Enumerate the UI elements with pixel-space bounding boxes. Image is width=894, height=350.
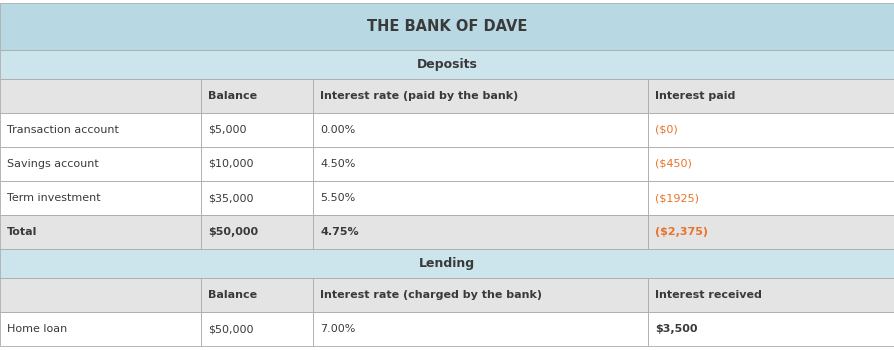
Text: $3,500: $3,500 <box>655 324 698 334</box>
Text: Total: Total <box>7 228 38 237</box>
Bar <box>648 113 894 147</box>
Text: ($1925): ($1925) <box>655 193 699 203</box>
Text: Balance: Balance <box>208 91 257 101</box>
Text: ($450): ($450) <box>655 159 692 169</box>
Text: Interest paid: Interest paid <box>655 91 736 101</box>
Text: Interest received: Interest received <box>655 290 763 300</box>
Text: 7.00%: 7.00% <box>320 324 356 334</box>
Bar <box>0 113 201 147</box>
Text: Interest rate (paid by the bank): Interest rate (paid by the bank) <box>320 91 519 101</box>
Bar <box>0 250 894 278</box>
Bar <box>0 78 201 113</box>
Text: $10,000: $10,000 <box>208 159 254 169</box>
Bar <box>201 78 313 113</box>
Text: Home loan: Home loan <box>7 324 67 334</box>
Text: Balance: Balance <box>208 290 257 300</box>
Bar <box>648 181 894 215</box>
Bar <box>0 147 201 181</box>
Text: Deposits: Deposits <box>417 58 477 71</box>
Bar <box>0 4 894 50</box>
Text: 4.75%: 4.75% <box>320 228 358 237</box>
Bar <box>648 312 894 346</box>
Text: $50,000: $50,000 <box>208 324 254 334</box>
Bar <box>313 147 648 181</box>
Bar <box>0 278 201 312</box>
Bar <box>0 215 201 250</box>
Text: Interest rate (charged by the bank): Interest rate (charged by the bank) <box>320 290 542 300</box>
Bar <box>201 181 313 215</box>
Text: 5.50%: 5.50% <box>320 193 355 203</box>
Bar <box>648 78 894 113</box>
Bar <box>313 215 648 250</box>
Text: ($0): ($0) <box>655 125 678 135</box>
Bar <box>201 147 313 181</box>
Bar <box>648 215 894 250</box>
Bar <box>313 78 648 113</box>
Bar <box>0 50 894 78</box>
Bar <box>0 181 201 215</box>
Bar <box>201 215 313 250</box>
Bar <box>313 312 648 346</box>
Text: ($2,375): ($2,375) <box>655 228 708 237</box>
Text: $35,000: $35,000 <box>208 193 254 203</box>
Bar <box>201 278 313 312</box>
Bar <box>313 278 648 312</box>
Text: $5,000: $5,000 <box>208 125 247 135</box>
Bar <box>313 113 648 147</box>
Bar <box>0 312 201 346</box>
Bar <box>201 113 313 147</box>
Text: $50,000: $50,000 <box>208 228 258 237</box>
Text: 0.00%: 0.00% <box>320 125 355 135</box>
Bar <box>201 312 313 346</box>
Text: Lending: Lending <box>419 257 475 270</box>
Text: 4.50%: 4.50% <box>320 159 356 169</box>
Bar <box>648 147 894 181</box>
Bar <box>313 181 648 215</box>
Bar <box>648 278 894 312</box>
Text: THE BANK OF DAVE: THE BANK OF DAVE <box>367 19 527 34</box>
Text: Transaction account: Transaction account <box>7 125 119 135</box>
Text: Term investment: Term investment <box>7 193 101 203</box>
Text: Savings account: Savings account <box>7 159 99 169</box>
